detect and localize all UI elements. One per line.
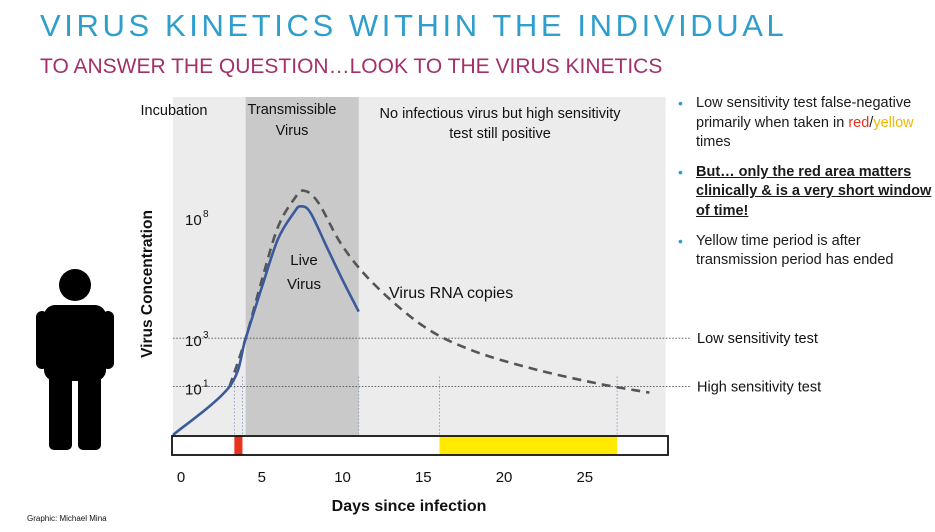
slide-subtitle: TO ANSWER THE QUESTION…LOOK TO THE VIRUS… — [40, 55, 663, 78]
x-tick-label: 10 — [334, 469, 351, 486]
region-label-transmissible: Transmissible — [248, 102, 337, 118]
y-tick-label: 10 — [185, 382, 202, 399]
y-tick-exponent: 8 — [203, 209, 209, 220]
y-tick-label: 10 — [185, 212, 202, 229]
bullet-icon: • — [678, 163, 683, 180]
notes-list: • Low sensitivity test false-negative pri… — [676, 94, 932, 281]
x-axis-label: Days since infection — [332, 498, 487, 515]
rna-copies-line — [228, 189, 650, 394]
x-tick-label: 20 — [496, 469, 513, 486]
graphic-credit: Graphic: Michael Mina — [27, 514, 107, 523]
person-icon — [36, 269, 114, 450]
yellow-word: yellow — [873, 114, 914, 131]
region-label-transmissible: Virus — [276, 123, 309, 139]
region-label-no-infectious: No infectious virus but high sensitivity — [380, 106, 622, 122]
x-tick-label: 25 — [576, 469, 593, 486]
slide-title: VIRUS KINETICS WITHIN THE INDIVIDUAL — [40, 8, 788, 43]
yellow-band — [439, 436, 618, 455]
x-tick-label: 15 — [415, 469, 432, 486]
note-item: • Low sensitivity test false-negative pri… — [678, 95, 914, 151]
bullet-icon: • — [678, 232, 683, 249]
x-tick-label: 0 — [177, 469, 185, 486]
y-tick-label: 10 — [185, 333, 202, 350]
threshold-label: Low sensitivity test — [697, 331, 818, 347]
region-label-no-infectious: test still positive — [449, 126, 551, 142]
note-item: • But… only the red area matters clinical… — [678, 163, 932, 219]
rna-copies-label: Virus RNA copies — [389, 285, 513, 302]
y-tick-exponent: 1 — [203, 379, 209, 390]
live-virus-line — [172, 204, 360, 436]
x-tick-label: 5 — [258, 469, 266, 486]
timeline-bar — [171, 435, 669, 456]
live-virus-label: Virus — [287, 276, 321, 293]
region-label-incubation: Incubation — [141, 103, 208, 119]
bullet-icon: • — [678, 95, 683, 111]
threshold-label: High sensitivity test — [697, 380, 821, 396]
note-item: • Yellow time period is after transmissio… — [678, 232, 894, 269]
live-virus-label: Live — [290, 252, 318, 269]
red-word: red — [848, 114, 870, 131]
red-band — [234, 436, 243, 455]
y-tick-exponent: 3 — [203, 330, 209, 341]
y-axis-label: Virus Concentration — [139, 210, 156, 358]
